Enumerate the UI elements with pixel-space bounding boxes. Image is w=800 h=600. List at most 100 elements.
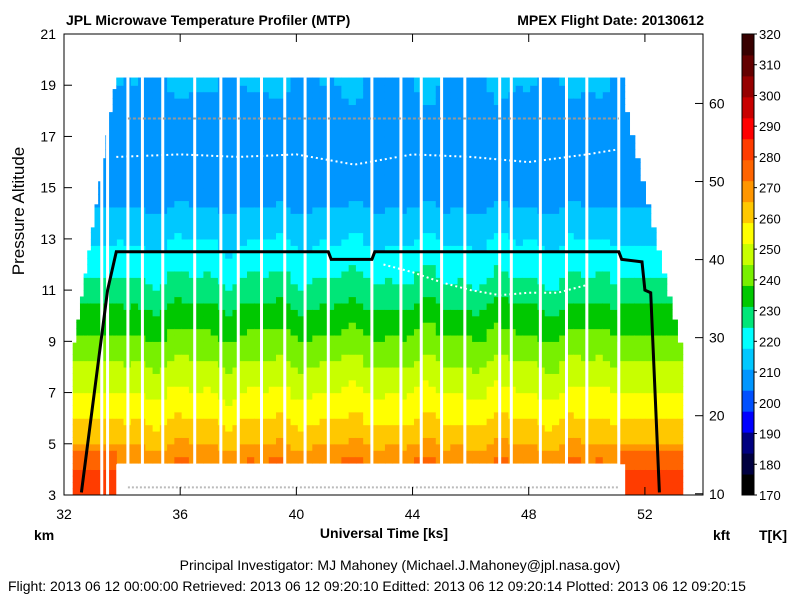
heatmap-cell bbox=[363, 123, 372, 131]
heatmap-cell bbox=[384, 104, 393, 112]
heatmap-cell bbox=[457, 110, 466, 118]
heatmap-cell bbox=[450, 392, 459, 400]
heatmap-cell bbox=[268, 110, 277, 118]
heatmap-cell bbox=[551, 430, 560, 438]
heatmap-cell bbox=[101, 373, 106, 381]
heatmap-cell bbox=[435, 78, 444, 86]
heatmap-cell bbox=[624, 405, 631, 413]
heatmap-cell bbox=[551, 315, 560, 323]
heatmap-cell bbox=[341, 181, 350, 189]
heatmap-cell bbox=[581, 411, 589, 419]
heatmap-cell bbox=[421, 219, 430, 227]
heatmap-cell bbox=[203, 360, 212, 368]
heatmap-cell bbox=[101, 482, 106, 490]
heatmap-cell bbox=[83, 475, 88, 483]
heatmap-cell bbox=[551, 200, 560, 208]
heatmap-cell bbox=[188, 341, 197, 349]
heatmap-cell bbox=[472, 270, 480, 278]
heatmap-cell bbox=[392, 149, 401, 157]
heatmap-cell bbox=[319, 328, 328, 336]
heatmap-cell bbox=[479, 456, 488, 464]
heatmap-cell bbox=[196, 187, 205, 195]
heatmap-cell bbox=[618, 341, 625, 349]
heatmap-cell bbox=[130, 200, 139, 208]
heatmap-cell bbox=[457, 328, 466, 336]
heatmap-cell bbox=[581, 405, 589, 413]
heatmap-cell bbox=[116, 379, 125, 387]
heatmap-cell bbox=[76, 462, 81, 470]
heatmap-cell bbox=[551, 450, 560, 458]
heatmap-cell bbox=[297, 341, 306, 349]
heatmap-cell bbox=[602, 142, 611, 150]
heatmap-cell bbox=[355, 181, 364, 189]
heatmap-cell bbox=[618, 89, 625, 93]
heatmap-cell bbox=[145, 373, 154, 381]
heatmap-cell bbox=[239, 360, 248, 368]
heatmap-cell bbox=[152, 219, 161, 227]
heatmap-cell bbox=[112, 226, 117, 234]
heatmap-cell bbox=[472, 206, 480, 214]
heatmap-cell bbox=[544, 411, 553, 419]
heatmap-cell bbox=[312, 206, 321, 214]
heatmap-cell bbox=[174, 251, 183, 259]
heatmap-cell bbox=[188, 85, 197, 93]
heatmap-cell bbox=[268, 296, 277, 304]
heatmap-cell bbox=[392, 85, 401, 93]
heatmap-cell bbox=[435, 110, 444, 118]
heatmap-cell bbox=[290, 155, 299, 163]
heatmap-cell bbox=[464, 206, 473, 214]
heatmap-cell bbox=[566, 418, 575, 426]
heatmap-cell bbox=[167, 347, 175, 355]
heatmap-cell bbox=[305, 245, 313, 253]
heatmap-cell bbox=[457, 91, 466, 99]
heatmap-cell bbox=[363, 200, 372, 208]
heatmap-cell bbox=[421, 366, 430, 374]
heatmap-cell bbox=[479, 283, 488, 291]
heatmap-cell bbox=[486, 328, 495, 336]
heatmap-cell bbox=[94, 354, 99, 362]
heatmap-cell bbox=[544, 104, 553, 112]
heatmap-cell bbox=[239, 277, 248, 285]
heatmap-cell bbox=[588, 258, 597, 266]
heatmap-cell bbox=[363, 258, 372, 266]
heatmap-cell bbox=[76, 443, 81, 451]
heatmap-cell bbox=[581, 78, 589, 86]
heatmap-cell bbox=[98, 309, 103, 317]
heatmap-cell bbox=[515, 174, 524, 182]
heatmap-cell bbox=[392, 110, 401, 118]
heatmap-cell bbox=[109, 411, 114, 419]
heatmap-cell bbox=[152, 162, 161, 170]
heatmap-cell bbox=[334, 130, 342, 138]
heatmap-cell bbox=[232, 104, 241, 112]
heatmap-cell bbox=[276, 277, 284, 285]
heatmap-cell bbox=[610, 258, 618, 266]
heatmap-cell bbox=[443, 341, 451, 349]
heatmap-cell bbox=[112, 98, 117, 106]
heatmap-cell bbox=[152, 322, 161, 330]
heatmap-cell bbox=[602, 424, 611, 432]
heatmap-cell bbox=[566, 277, 575, 285]
heatmap-cell bbox=[348, 322, 357, 330]
heatmap-cell bbox=[493, 277, 502, 285]
heatmap-cell bbox=[370, 392, 379, 400]
heatmap-cell bbox=[174, 334, 183, 342]
heatmap-cell bbox=[261, 290, 270, 298]
heatmap-cell bbox=[261, 219, 270, 227]
heatmap-cell bbox=[334, 302, 342, 310]
heatmap-cell bbox=[406, 386, 415, 394]
heatmap-cell bbox=[435, 226, 444, 234]
heatmap-cell bbox=[595, 373, 604, 381]
heatmap-cell bbox=[334, 104, 342, 112]
heatmap-cell bbox=[268, 181, 277, 189]
heatmap-cell bbox=[435, 123, 444, 131]
heatmap-cell bbox=[421, 194, 430, 202]
heatmap-cell bbox=[348, 283, 357, 291]
heatmap-cell bbox=[109, 334, 114, 342]
heatmap-cell bbox=[83, 309, 88, 317]
heatmap-cell bbox=[634, 418, 641, 426]
heatmap-cell bbox=[83, 488, 88, 495]
heatmap-cell bbox=[334, 117, 342, 125]
heatmap-cell bbox=[239, 206, 248, 214]
heatmap-cell bbox=[443, 78, 451, 86]
heatmap-cell bbox=[551, 238, 560, 246]
